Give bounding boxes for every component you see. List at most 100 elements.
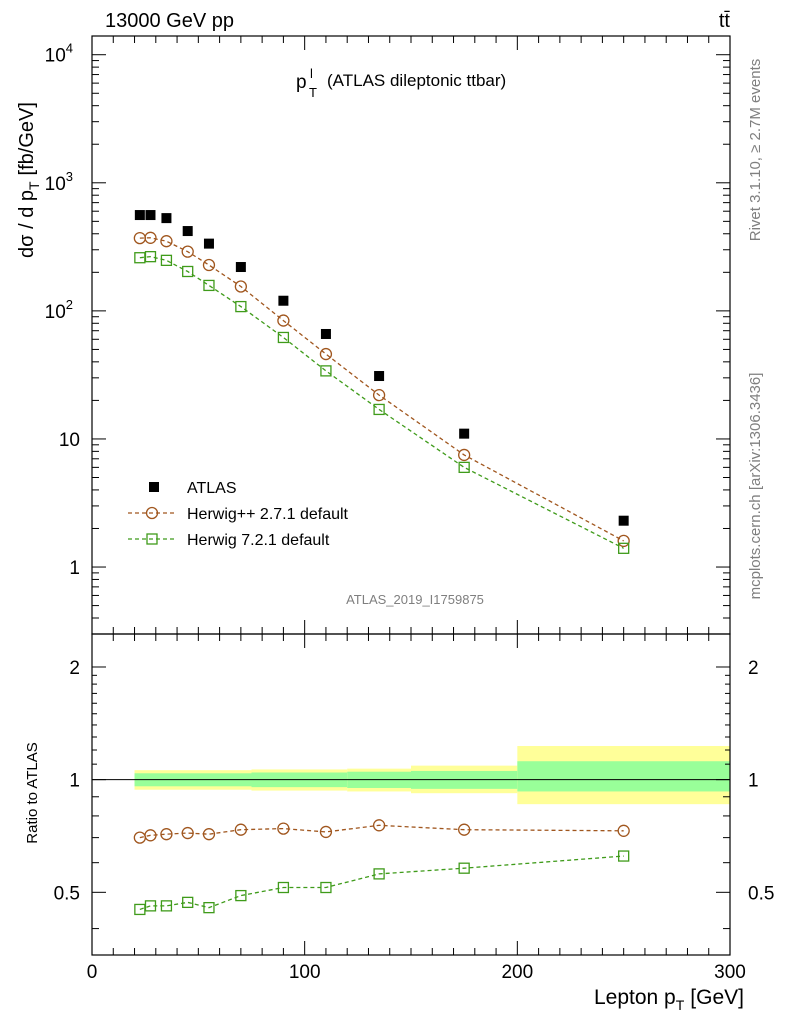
atlas-data-point bbox=[161, 213, 172, 224]
mc1-point bbox=[160, 235, 173, 248]
ratio-mc2-point bbox=[160, 900, 173, 912]
ratio-mc2-point bbox=[373, 868, 385, 880]
plot-title-sub: T bbox=[309, 85, 317, 100]
ratio-mc1-point bbox=[181, 826, 194, 840]
process-label: 13000 GeV pp bbox=[105, 10, 234, 32]
atlas-data-point bbox=[235, 262, 246, 273]
ratio-mc1-line bbox=[139, 824, 624, 839]
mc2-point bbox=[373, 403, 385, 416]
svg-text:dσ / d pT[fb/GeV]: dσ / d pT [fb/GeV] bbox=[16, 102, 42, 258]
ratio-mc2-point bbox=[320, 881, 332, 894]
ratio-mc1-point bbox=[160, 828, 173, 841]
atlas-data-point bbox=[145, 210, 156, 221]
y-tick-label-base: 10 bbox=[45, 174, 66, 195]
plot-title-rest: (ATLAS dileptonic ttbar) bbox=[327, 71, 506, 90]
x-tick-label: 0 bbox=[87, 962, 98, 983]
plot-title-sup: l bbox=[310, 66, 313, 81]
ratio-mc1-point bbox=[372, 819, 386, 832]
ratio-mc1-point bbox=[319, 825, 333, 839]
mc1-point bbox=[144, 231, 157, 244]
ratio-y-tick-label-left: 1 bbox=[69, 771, 80, 792]
y-tick-label-base: 10 bbox=[45, 302, 66, 323]
ratio-y-tick-label-right: 0.5 bbox=[748, 883, 774, 904]
y-label-main-sub: T bbox=[26, 181, 42, 190]
mc2-point bbox=[160, 254, 173, 267]
mc1-point bbox=[234, 280, 248, 293]
mc1-point bbox=[181, 245, 194, 258]
x-axis-label: Lepton pT [GeV] bbox=[594, 986, 744, 1013]
x-tick-label: 300 bbox=[714, 962, 746, 983]
ratio-mc2-point bbox=[203, 901, 215, 914]
mc1-point bbox=[458, 448, 471, 462]
y-tick-label-exponent: 2 bbox=[66, 297, 73, 312]
ratio-mc2-point bbox=[235, 889, 247, 902]
ratio-mc2-point bbox=[277, 881, 290, 894]
atlas-data-point bbox=[134, 210, 145, 221]
y-tick-label-exponent: 3 bbox=[66, 169, 73, 184]
y-tick-label: 1 bbox=[69, 558, 80, 579]
legend-mc1-marker bbox=[145, 506, 159, 520]
ratio-y-tick-label-left: 0.5 bbox=[54, 883, 80, 904]
mc1-point bbox=[202, 258, 216, 272]
channel-label: tt̄ bbox=[719, 10, 731, 32]
legend-mc2-label: Herwig 7.2.1 default bbox=[187, 532, 330, 549]
analysis-id: ATLAS_2019_I1759875 bbox=[346, 592, 484, 607]
plot-title: p bbox=[296, 72, 307, 93]
mc2-point bbox=[618, 542, 630, 554]
x-label-sub: T bbox=[676, 997, 685, 1013]
legend-data-label: ATLAS bbox=[187, 480, 237, 497]
x-label-text: Lepton p bbox=[594, 986, 676, 1009]
atlas-data-point bbox=[278, 295, 289, 306]
mc2-point bbox=[182, 265, 194, 278]
mc1-point bbox=[617, 534, 630, 548]
y-tick-label-exponent: 4 bbox=[66, 41, 73, 56]
mc2-point bbox=[144, 251, 157, 263]
mc1-point bbox=[372, 388, 386, 402]
mc2-point bbox=[235, 300, 247, 313]
ratio-mc2-point bbox=[618, 850, 630, 862]
mc1-point bbox=[277, 314, 290, 327]
ratio-mc2-point bbox=[144, 900, 157, 912]
atlas-data-point bbox=[182, 226, 193, 237]
ratio-y-tick-label-left: 2 bbox=[69, 658, 80, 679]
y-axis-label-ratio: Ratio to ATLAS bbox=[24, 742, 41, 843]
y-tick-label: 104 bbox=[45, 41, 73, 67]
mc2-point bbox=[203, 279, 215, 292]
y-tick-label: 10 bbox=[59, 430, 80, 451]
ratio-mc2-point bbox=[458, 862, 470, 874]
ratio-mc1-point bbox=[234, 823, 248, 836]
mc1-point bbox=[319, 347, 333, 361]
mcplots-label: mcplots.cern.ch [arXiv:1306.3436] bbox=[747, 373, 764, 600]
y-label-main-unit: [fb/GeV] bbox=[16, 102, 38, 175]
atlas-data-point bbox=[203, 238, 214, 249]
ratio-mc1-point bbox=[458, 823, 471, 836]
legend-data-marker bbox=[149, 482, 159, 492]
ratio-mc1-point bbox=[277, 822, 290, 835]
legend-mc1-label: Herwig++ 2.7.1 default bbox=[187, 506, 349, 523]
plot-title-symbol: p bbox=[296, 72, 307, 93]
legend: ATLAS Herwig++ 2.7.1 default Herwig 7.2.… bbox=[128, 480, 349, 549]
rivet-label: Rivet 3.1.10, ≥ 2.7M events bbox=[747, 59, 764, 242]
y-tick-label-base: 10 bbox=[45, 46, 66, 67]
x-tick-label: 200 bbox=[501, 962, 533, 983]
ratio-mc1-point bbox=[202, 828, 216, 841]
atlas-data-point bbox=[320, 328, 331, 339]
y-tick-label: 102 bbox=[45, 297, 73, 323]
ratio-mc1-point bbox=[144, 829, 157, 842]
ratio-mc2-point bbox=[182, 896, 194, 909]
atlas-data-point bbox=[459, 428, 470, 439]
x-tick-label: 100 bbox=[289, 962, 321, 983]
legend-mc2-marker bbox=[146, 533, 158, 545]
ratio-y-tick-label-right: 2 bbox=[748, 658, 759, 679]
ratio-y-tick-label-right: 1 bbox=[748, 771, 759, 792]
ratio-band-inner bbox=[517, 761, 730, 792]
x-label-unit: [GeV] bbox=[690, 986, 744, 1009]
y-axis-label-main: dσ / d pT [fb/GeV] bbox=[16, 102, 42, 258]
mc2-line bbox=[139, 256, 624, 549]
atlas-data-point bbox=[618, 515, 629, 526]
mc2-point bbox=[458, 461, 470, 474]
y-label-main-text: dσ / d p bbox=[16, 190, 38, 258]
atlas-data-point bbox=[374, 371, 385, 382]
